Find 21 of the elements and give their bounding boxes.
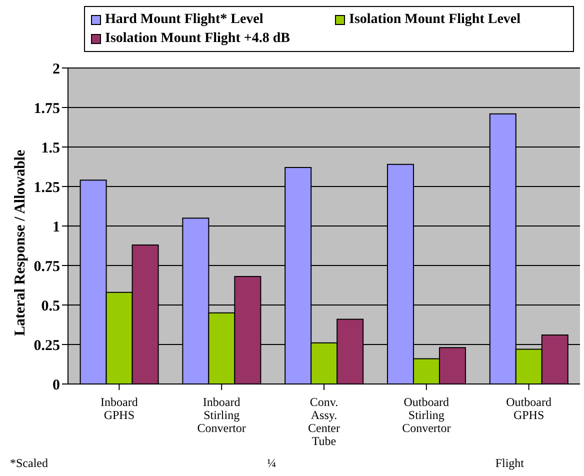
y-tick-label: 1.5 (41, 140, 60, 156)
y-tick-label: 0 (52, 377, 60, 394)
text: *Scaled (10, 456, 48, 471)
y-tick-label: 1 (52, 219, 60, 236)
y-tick-label: 2 (52, 61, 60, 78)
legend-label: Isolation Mount Flight +4.8 dB (105, 30, 290, 48)
y-tick-label: 1.75 (34, 100, 60, 117)
x-tick-label: Outboard GPHS (506, 395, 552, 422)
y-axis-title: Lateral Response / Allowable (12, 149, 28, 336)
y-tick-label: 0.5 (41, 298, 60, 314)
y-tick-label: 0.75 (34, 258, 60, 275)
x-tick-label: Inboard GPHS (100, 395, 138, 422)
x-tick-label: Conv. Assy. Center Tube (308, 395, 340, 448)
x-tick-label: Outboard Stirling Convertor (402, 395, 451, 435)
text: ¼ (267, 456, 276, 471)
x-tick-label: Inboard Stirling Convertor (197, 395, 246, 435)
legend-label: Isolation Mount Flight Level (349, 11, 521, 29)
legend-label: Hard Mount Flight* Level (105, 11, 264, 29)
text: Flight (495, 456, 524, 471)
y-tick-label: 0.25 (34, 338, 60, 354)
y-tick-label: 1.25 (34, 180, 60, 196)
